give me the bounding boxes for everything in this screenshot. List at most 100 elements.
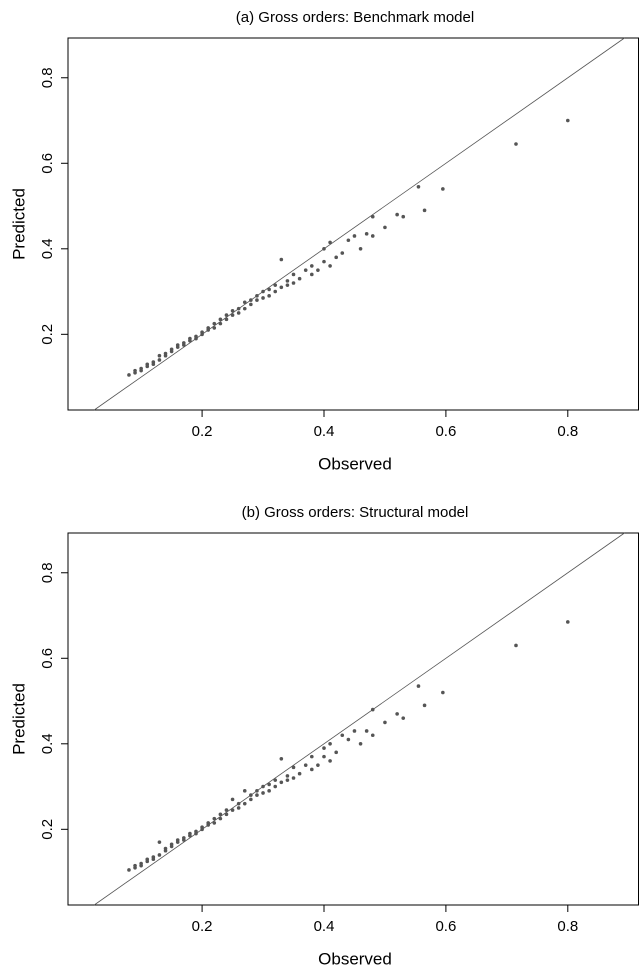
data-point bbox=[188, 831, 192, 836]
data-point bbox=[200, 330, 204, 334]
data-point bbox=[303, 268, 308, 272]
data-point bbox=[291, 281, 296, 285]
data-point bbox=[310, 754, 314, 759]
data-point bbox=[242, 306, 247, 311]
data-point bbox=[395, 712, 399, 716]
data-point bbox=[218, 812, 223, 817]
x-tick-label: 0.2 bbox=[192, 423, 213, 440]
data-point bbox=[230, 313, 235, 317]
data-point bbox=[218, 816, 223, 821]
data-point bbox=[169, 347, 174, 352]
data-point bbox=[291, 776, 296, 780]
data-point bbox=[364, 232, 369, 236]
data-point bbox=[370, 707, 375, 712]
y-tick-label: 0.6 bbox=[39, 153, 56, 174]
data-point bbox=[163, 846, 168, 851]
data-point bbox=[242, 801, 247, 806]
data-point bbox=[127, 373, 131, 377]
data-point bbox=[236, 306, 241, 311]
data-point bbox=[224, 313, 229, 317]
data-point bbox=[401, 214, 406, 219]
data-point bbox=[267, 789, 271, 793]
data-point bbox=[157, 358, 162, 362]
data-point bbox=[416, 185, 421, 189]
data-point bbox=[316, 763, 320, 767]
data-point bbox=[212, 326, 217, 330]
data-point bbox=[145, 857, 150, 862]
y-tick-label: 0.2 bbox=[39, 324, 56, 345]
data-point bbox=[279, 780, 284, 785]
data-point bbox=[358, 247, 363, 251]
data-point bbox=[169, 842, 174, 847]
data-point bbox=[364, 729, 369, 733]
x-tick-label: 0.4 bbox=[314, 423, 335, 440]
y-tick-label: 0.6 bbox=[39, 648, 56, 669]
x-tick-label: 0.6 bbox=[435, 918, 456, 935]
data-point bbox=[383, 225, 387, 230]
data-point bbox=[267, 287, 271, 292]
data-point bbox=[441, 690, 445, 695]
data-point bbox=[157, 353, 162, 358]
data-point bbox=[358, 742, 363, 746]
data-point bbox=[242, 789, 247, 793]
data-point bbox=[297, 771, 302, 776]
data-point bbox=[328, 240, 332, 245]
data-point bbox=[291, 272, 296, 277]
data-point bbox=[565, 620, 570, 624]
data-point bbox=[145, 362, 150, 367]
data-point bbox=[514, 643, 518, 648]
data-point bbox=[255, 793, 259, 797]
data-point bbox=[422, 703, 427, 708]
data-point bbox=[163, 351, 168, 356]
data-point bbox=[255, 789, 259, 793]
data-point bbox=[218, 317, 223, 322]
data-point bbox=[310, 264, 314, 268]
data-point bbox=[157, 840, 162, 844]
reference-line bbox=[93, 37, 625, 411]
data-point bbox=[212, 821, 217, 825]
data-point bbox=[230, 309, 235, 313]
data-point bbox=[175, 343, 180, 347]
data-point bbox=[188, 336, 192, 341]
data-point bbox=[151, 362, 156, 367]
data-point bbox=[127, 868, 131, 872]
data-point bbox=[273, 283, 278, 287]
x-axis-label: Observed bbox=[318, 949, 392, 968]
y-tick-label: 0.8 bbox=[39, 562, 56, 583]
data-point bbox=[267, 294, 271, 298]
data-point bbox=[416, 684, 421, 688]
data-point bbox=[514, 142, 518, 146]
data-point bbox=[261, 791, 265, 795]
data-point bbox=[200, 825, 204, 829]
x-axis-label: Observed bbox=[318, 454, 392, 473]
data-point bbox=[310, 767, 314, 772]
data-point bbox=[261, 289, 265, 294]
y-tick-label: 0.4 bbox=[39, 238, 56, 259]
data-point bbox=[322, 746, 326, 750]
data-point bbox=[422, 208, 427, 213]
data-point bbox=[565, 118, 570, 123]
data-point bbox=[224, 317, 229, 322]
data-point bbox=[291, 765, 296, 770]
data-point bbox=[218, 321, 223, 326]
data-point bbox=[236, 806, 241, 810]
data-point bbox=[370, 214, 375, 219]
data-point bbox=[279, 285, 284, 290]
data-point bbox=[383, 720, 387, 725]
data-point bbox=[273, 778, 278, 782]
y-tick-label: 0.2 bbox=[39, 819, 56, 840]
data-point bbox=[328, 759, 332, 763]
data-point bbox=[334, 750, 338, 755]
data-point bbox=[261, 784, 265, 789]
data-point bbox=[151, 857, 156, 862]
y-tick-label: 0.4 bbox=[39, 733, 56, 754]
plot-frame bbox=[67, 37, 639, 411]
data-point bbox=[249, 793, 253, 797]
data-point bbox=[133, 368, 137, 373]
data-point bbox=[255, 298, 259, 302]
data-point bbox=[285, 279, 290, 283]
reference-line bbox=[93, 532, 625, 906]
data-point bbox=[267, 782, 271, 787]
data-point bbox=[255, 294, 259, 298]
